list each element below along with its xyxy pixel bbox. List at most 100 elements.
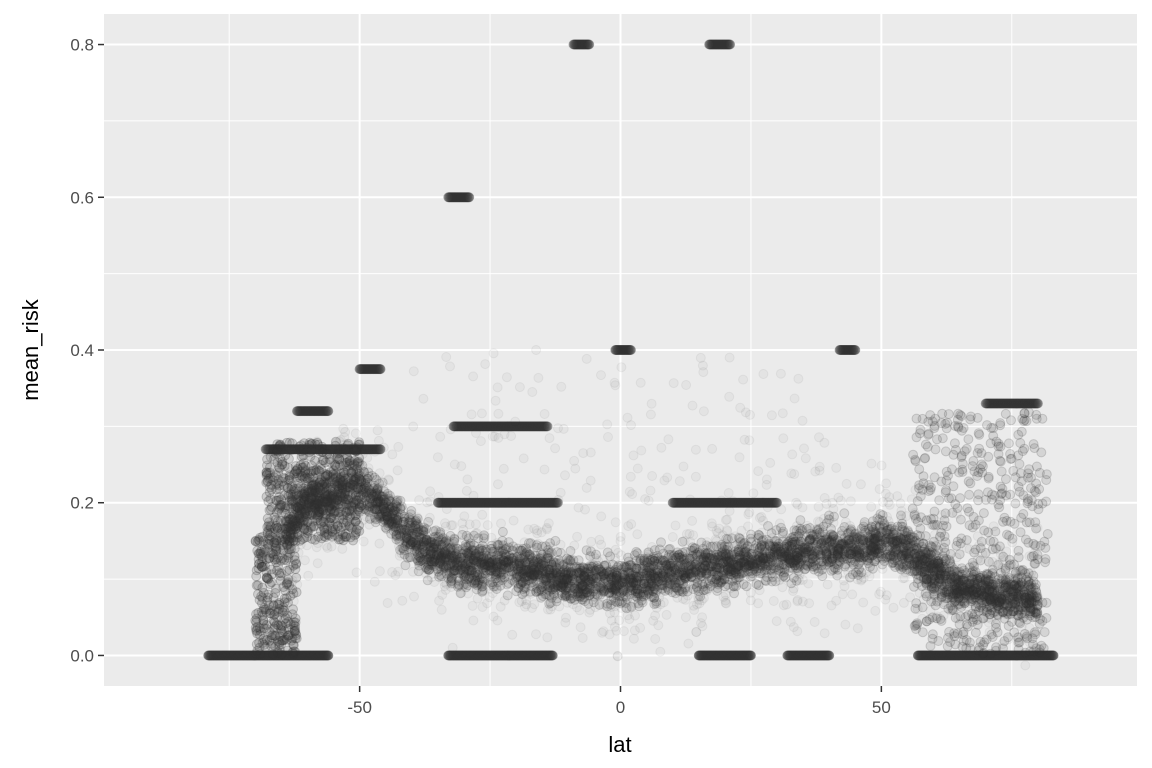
data-point	[902, 548, 912, 559]
data-point	[725, 564, 736, 575]
data-point	[886, 523, 897, 534]
data-point	[825, 529, 836, 540]
data-point	[525, 588, 536, 599]
data-point	[557, 567, 568, 578]
data-point	[866, 501, 877, 512]
data-point	[822, 579, 833, 590]
data-point	[314, 477, 325, 488]
data-point	[782, 551, 793, 562]
data-point	[315, 485, 326, 496]
data-point	[1026, 578, 1036, 589]
data-point	[433, 526, 444, 537]
data-point	[543, 553, 554, 564]
data-point	[425, 486, 436, 497]
data-point	[572, 531, 583, 542]
data-point	[388, 519, 399, 530]
data-point	[477, 585, 488, 596]
data-point	[374, 468, 385, 479]
data-point	[648, 560, 659, 571]
data-point	[787, 537, 798, 548]
data-point	[917, 567, 928, 577]
data-point	[290, 504, 301, 515]
data-point	[788, 531, 799, 542]
data-point	[394, 550, 405, 561]
data-point	[771, 616, 782, 627]
data-point	[358, 536, 369, 547]
data-point	[976, 595, 987, 606]
data-point	[811, 560, 821, 571]
data-point	[387, 449, 398, 460]
data-point	[400, 560, 411, 571]
data-point	[901, 511, 912, 522]
data-point	[732, 559, 743, 570]
data-point	[725, 566, 736, 577]
data-point	[369, 576, 380, 587]
data-point	[675, 552, 686, 563]
data-point	[1025, 583, 1036, 594]
data-point	[476, 559, 487, 570]
data-point	[839, 508, 850, 519]
data-point	[480, 567, 491, 577]
data-point	[374, 538, 385, 549]
data-point	[834, 547, 845, 558]
data-point	[678, 574, 689, 585]
data-point	[398, 505, 409, 515]
data-point	[1013, 592, 1024, 603]
data-point	[516, 577, 527, 588]
data-point	[448, 560, 459, 571]
data-point	[813, 533, 823, 544]
data-point	[451, 558, 462, 569]
data-point	[859, 547, 870, 558]
data-point	[382, 598, 393, 608]
data-point	[744, 507, 755, 518]
data-point	[802, 520, 813, 531]
data-point	[946, 594, 957, 605]
data-point	[410, 520, 421, 531]
data-point	[689, 572, 700, 583]
data-point	[702, 541, 713, 552]
data-point	[705, 550, 716, 561]
data-point	[1020, 660, 1031, 671]
data-point	[535, 582, 546, 593]
data-point	[436, 552, 447, 563]
data-point	[390, 570, 401, 581]
data-point	[724, 506, 735, 516]
data-point	[768, 596, 779, 606]
data-point	[490, 546, 501, 557]
data-point	[850, 546, 861, 557]
data-point	[354, 499, 365, 510]
data-point	[726, 569, 736, 580]
data-point	[284, 514, 295, 525]
data-point	[632, 548, 643, 559]
data-point	[895, 498, 906, 509]
data-point	[697, 612, 708, 623]
data-point	[498, 540, 509, 551]
data-point	[1015, 565, 1026, 576]
data-point	[650, 634, 661, 644]
data-point	[643, 587, 654, 598]
data-point	[657, 576, 668, 587]
data-point	[621, 561, 632, 572]
data-point	[502, 557, 513, 568]
data-point	[541, 566, 552, 577]
data-point	[596, 511, 607, 522]
data-point	[516, 545, 527, 556]
data-point	[577, 633, 588, 643]
data-point	[754, 585, 765, 596]
data-point	[687, 515, 698, 526]
data-point	[587, 594, 598, 605]
data-point	[575, 622, 586, 633]
data-point	[369, 489, 380, 499]
data-point	[301, 505, 312, 516]
data-point	[632, 529, 643, 540]
data-point	[303, 570, 314, 581]
data-point	[459, 511, 470, 522]
data-point	[777, 582, 788, 593]
data-point	[668, 552, 679, 562]
data-point	[628, 633, 639, 644]
data-point	[680, 612, 691, 623]
data-point	[856, 567, 867, 578]
data-point	[825, 544, 835, 555]
data-point	[670, 520, 681, 531]
data-point	[877, 563, 888, 574]
